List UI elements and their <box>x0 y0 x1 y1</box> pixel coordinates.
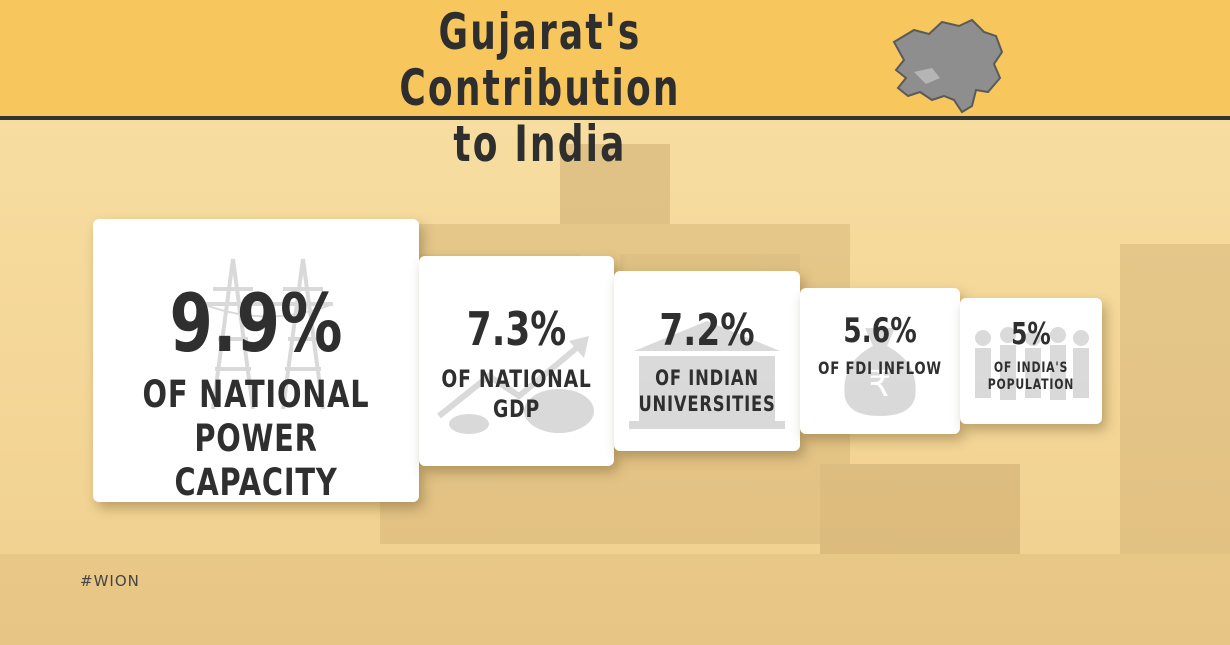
stat-card-power: 9.9% OF NATIONAL POWER CAPACITY <box>93 219 419 502</box>
power-tower-icon <box>202 258 334 410</box>
stat-value: 7.2% <box>659 305 755 356</box>
crowd-icon <box>975 327 1089 400</box>
university-building-icon <box>629 321 785 429</box>
rupee-bag-icon: ₹ <box>844 328 916 416</box>
stat-value: 5.6% <box>843 311 917 351</box>
svg-text:₹: ₹ <box>869 364 892 405</box>
hashtag: #WION <box>80 572 140 590</box>
growth-chart-icon <box>437 336 594 434</box>
stat-card-fdi: ₹ 5.6% OF FDI INFLOW <box>800 288 960 434</box>
stat-label: OF FDI INFLOW <box>818 359 942 379</box>
stat-label: OF INDIA'S POPULATION <box>987 360 1075 393</box>
stat-card-gdp: 7.3% OF NATIONAL GDP <box>419 256 614 466</box>
stat-label: OF NATIONAL GDP <box>441 365 592 423</box>
stat-value: 5% <box>1011 317 1051 352</box>
page-title: Gujarat's Contribution to India <box>295 4 785 172</box>
stat-label: OF INDIAN UNIVERSITIES <box>638 366 776 416</box>
title-line-1: Gujarat's Contribution <box>399 3 681 117</box>
title-line-2: to India <box>453 115 627 173</box>
stat-value: 7.3% <box>466 302 567 356</box>
stat-value: 9.9% <box>169 277 343 370</box>
header-banner: Gujarat's Contribution to India <box>0 0 1230 172</box>
stat-card-universities: 7.2% OF INDIAN UNIVERSITIES <box>614 271 800 451</box>
gujarat-map-icon <box>892 18 1004 114</box>
stat-label: OF NATIONAL POWER CAPACITY <box>142 373 370 502</box>
stat-card-population: 5% OF INDIA'S POPULATION <box>960 298 1102 424</box>
